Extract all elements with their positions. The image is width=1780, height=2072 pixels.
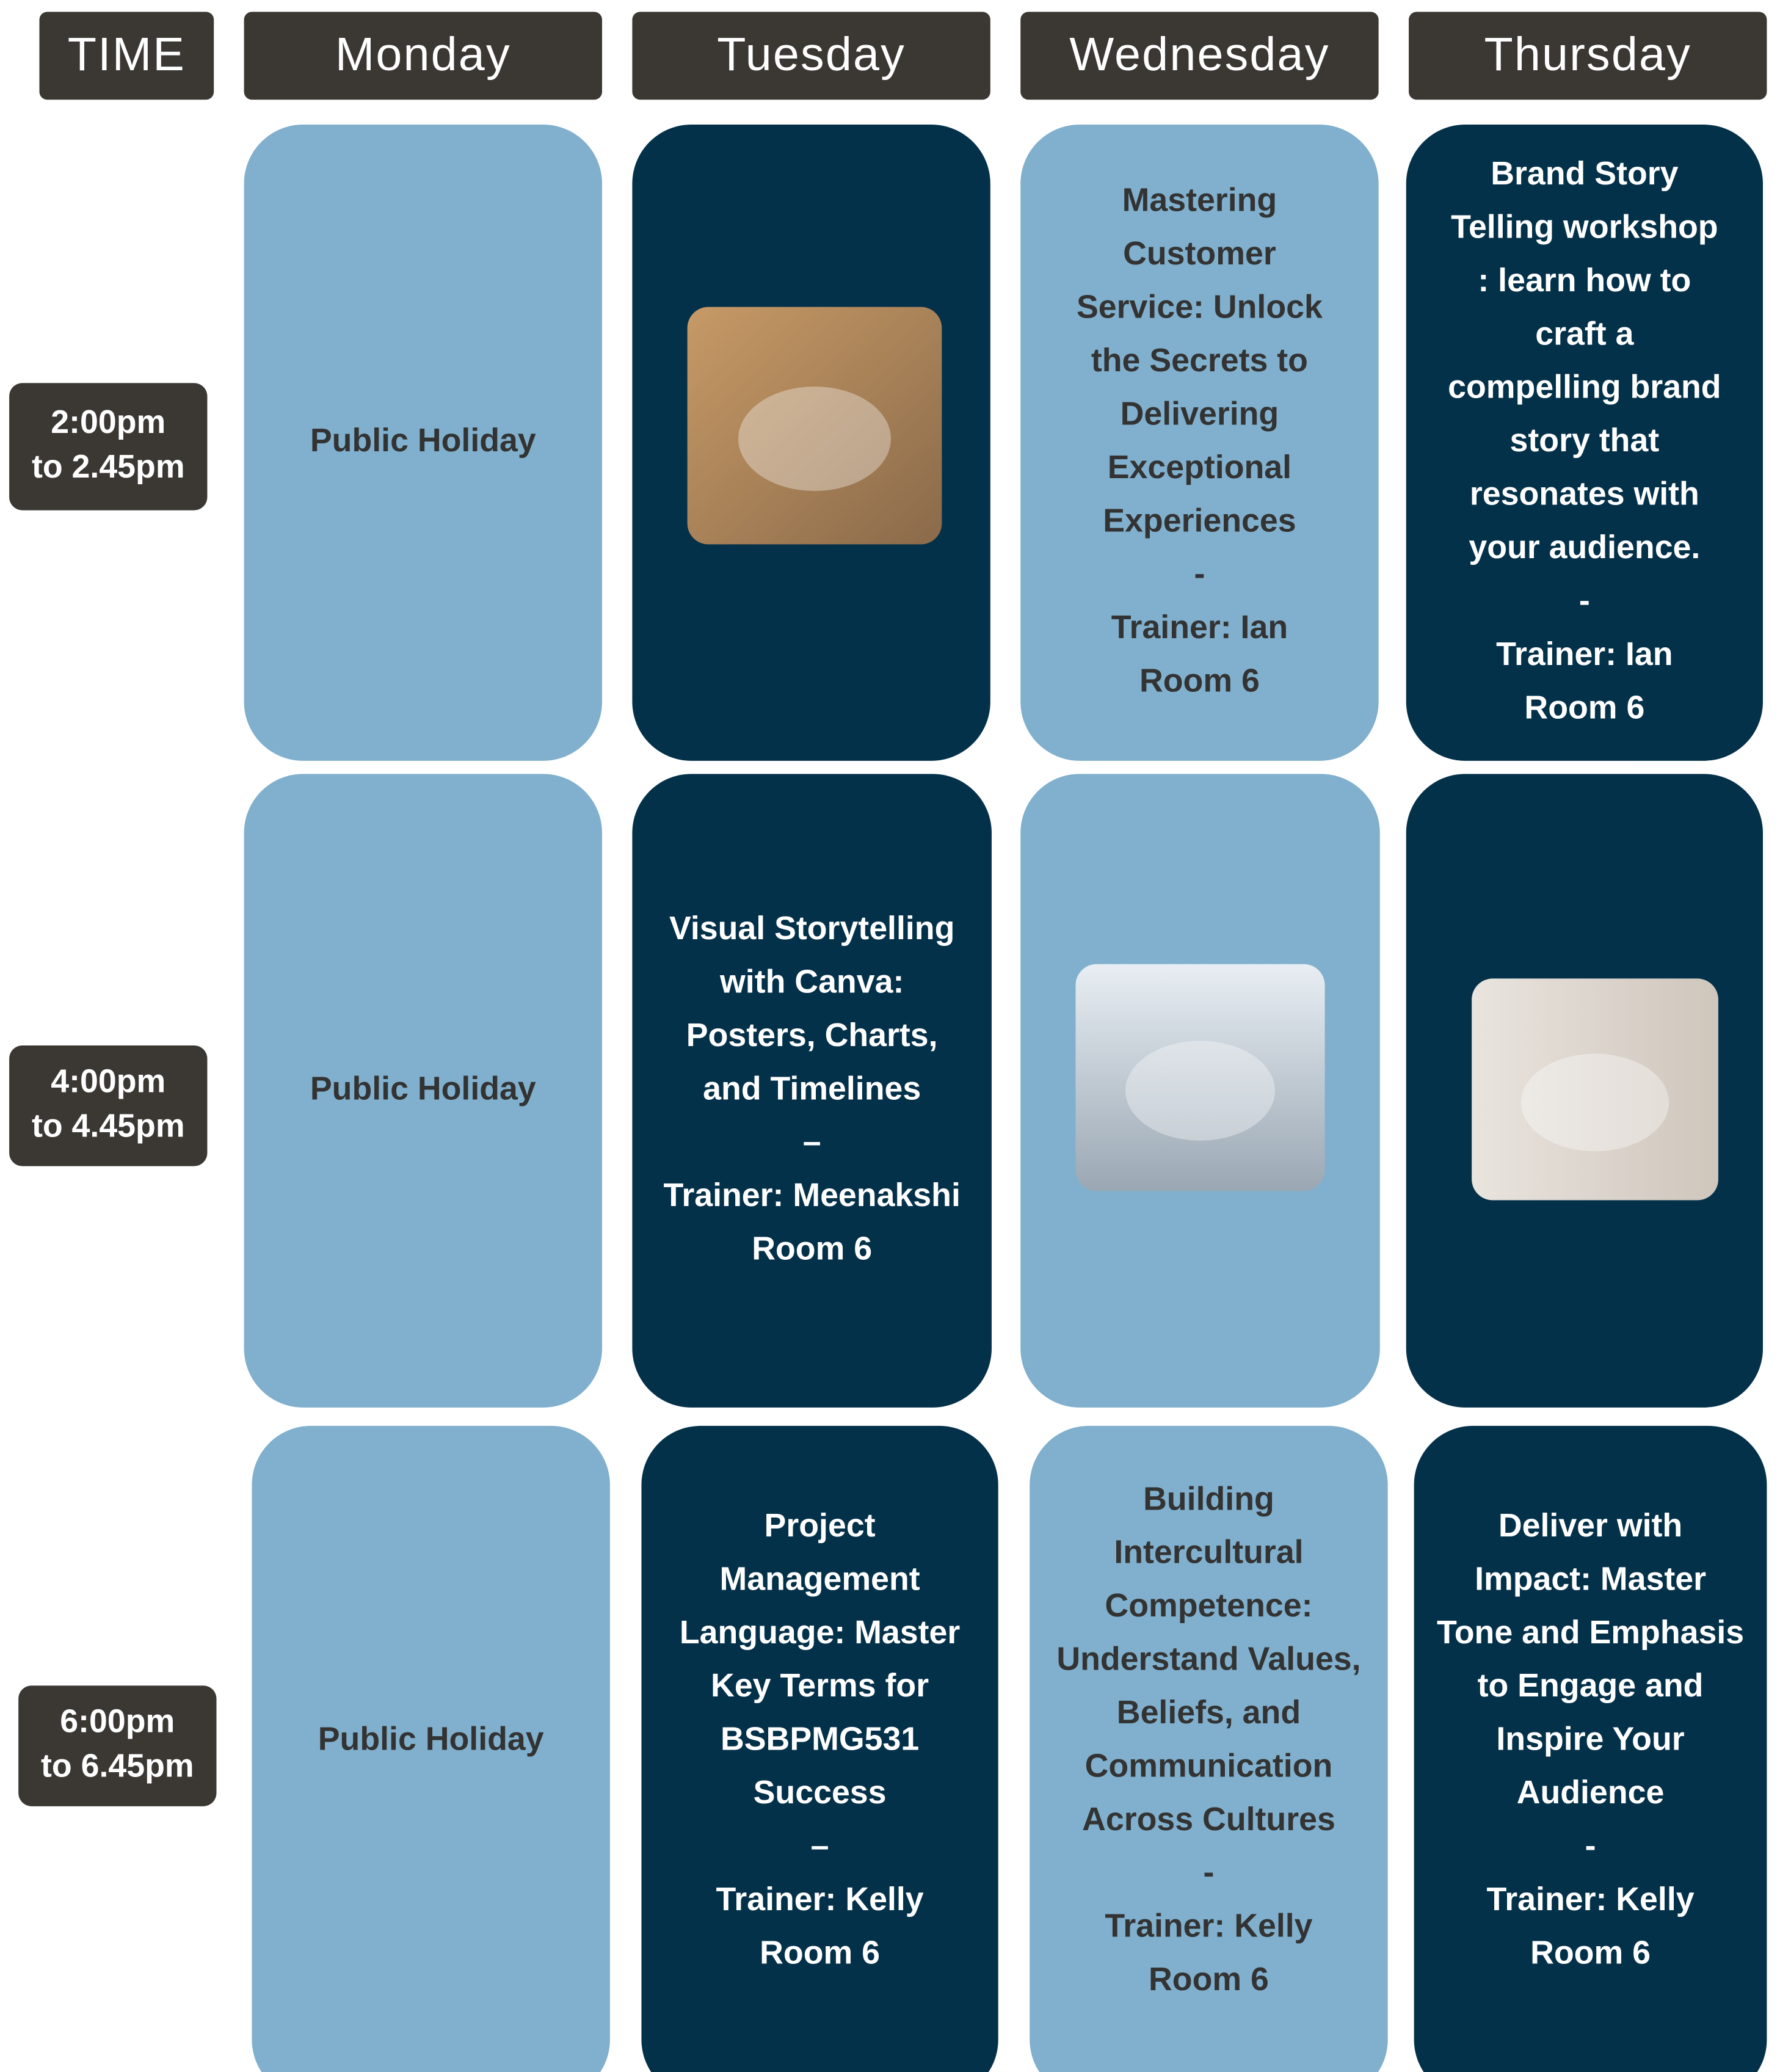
session-text: Intercultural	[1114, 1534, 1303, 1571]
session-text: : learn how to	[1478, 262, 1691, 299]
session-text: Trainer: Kelly	[1486, 1881, 1694, 1918]
session-text: Room 6	[760, 1934, 880, 1971]
time-label: to 6.45pm	[41, 1748, 194, 1784]
session-text: Trainer: Kelly	[716, 1881, 923, 1918]
header-box	[1020, 12, 1379, 100]
session-text: Exceptional	[1108, 449, 1291, 485]
header-box	[1409, 12, 1767, 100]
session-text: -	[1204, 1854, 1215, 1891]
header-label: Thursday	[1484, 28, 1691, 81]
session-cell	[244, 774, 603, 1408]
session-text: Understand Values,	[1056, 1641, 1360, 1678]
session-text: Trainer: Kelly	[1105, 1908, 1312, 1944]
header-box	[244, 12, 603, 100]
session-text: Public Holiday	[318, 1721, 544, 1758]
time-box	[18, 1685, 217, 1806]
photo	[1075, 964, 1325, 1191]
time-label: to 4.45pm	[32, 1107, 185, 1144]
session-text: Visual Storytelling	[669, 910, 954, 947]
session-cell	[252, 1425, 610, 2072]
time-box	[9, 1045, 208, 1166]
session-text: to Engage and	[1478, 1667, 1704, 1704]
session-text: Beliefs, and	[1117, 1694, 1301, 1731]
session-text: the Secrets to	[1091, 342, 1308, 379]
session-text: Public Holiday	[310, 422, 536, 459]
session-text: -	[1585, 1828, 1596, 1864]
header-box	[632, 12, 990, 100]
session-cell	[641, 1425, 998, 2072]
session-text: craft a	[1535, 315, 1634, 352]
session-text: Mastering	[1122, 182, 1277, 219]
session-text: and Timelines	[703, 1070, 921, 1107]
session-text: story that	[1510, 422, 1660, 459]
photo	[687, 307, 942, 545]
photo-detail	[1125, 1041, 1275, 1141]
session-text: Language: Master	[680, 1614, 961, 1651]
session-text: Deliver with	[1498, 1507, 1682, 1544]
session-text: Public Holiday	[310, 1070, 536, 1107]
session-text: Project	[765, 1507, 876, 1544]
session-cell	[632, 774, 992, 1408]
header-label: Monday	[335, 28, 511, 81]
session-text: –	[811, 1828, 829, 1864]
session-text: Posters, Charts,	[686, 1017, 938, 1053]
time-box	[9, 383, 208, 511]
session-cell	[1414, 1425, 1767, 2072]
session-text: Impact: Master	[1475, 1560, 1706, 1597]
session-text: Communication	[1085, 1747, 1333, 1784]
header-label: Wednesday	[1069, 28, 1329, 81]
photo	[1472, 978, 1718, 1201]
session-text: Brand Story	[1491, 155, 1678, 192]
session-text: with Canva:	[719, 963, 904, 1000]
session-cell	[1406, 125, 1764, 761]
session-text: resonates with	[1470, 476, 1699, 512]
session-text: -	[1194, 556, 1205, 592]
time-label: 6:00pm	[60, 1703, 175, 1740]
session-text: Room 6	[752, 1230, 872, 1267]
session-text: Delivering	[1121, 395, 1279, 432]
session-text: Telling workshop	[1451, 208, 1718, 245]
session-text: Tone and Emphasis	[1437, 1614, 1744, 1651]
session-text: Competence:	[1105, 1587, 1312, 1624]
photo-detail	[738, 386, 892, 492]
session-text: Room 6	[1149, 1961, 1269, 1997]
header-label: TIME	[68, 28, 186, 81]
session-cell	[1020, 125, 1379, 761]
session-text: Key Terms for	[711, 1667, 929, 1704]
session-text: Experiences	[1103, 502, 1296, 539]
header-box	[39, 12, 214, 100]
time-label: 4:00pm	[51, 1063, 165, 1099]
photo-detail	[1520, 1053, 1669, 1152]
session-text: Across Cultures	[1082, 1801, 1335, 1838]
session-text: Building	[1143, 1480, 1274, 1517]
session-text: compelling brand	[1448, 369, 1721, 405]
session-text: Trainer: Ian	[1496, 636, 1673, 672]
time-label: 2:00pm	[51, 404, 165, 440]
session-text: Trainer: Meenakshi	[664, 1177, 961, 1213]
session-text: –	[803, 1124, 821, 1160]
session-text: Room 6	[1530, 1934, 1651, 1971]
time-label: to 2.45pm	[32, 448, 185, 485]
header-label: Tuesday	[717, 28, 906, 81]
session-text: Success	[754, 1774, 887, 1811]
session-text: your audience.	[1469, 529, 1700, 565]
session-text: -	[1579, 582, 1590, 619]
session-text: Service: Unlock	[1077, 289, 1323, 325]
session-text: Management	[720, 1560, 920, 1597]
session-text: Customer	[1123, 235, 1276, 272]
session-text: Audience	[1517, 1774, 1665, 1811]
session-cell	[1030, 1425, 1388, 2072]
session-text: Trainer: Ian	[1111, 609, 1288, 645]
session-text: Inspire Your	[1496, 1721, 1684, 1758]
session-text: Room 6	[1139, 663, 1260, 699]
session-cell	[244, 125, 603, 761]
session-text: BSBPMG531	[721, 1721, 919, 1758]
session-text: Room 6	[1524, 689, 1644, 725]
